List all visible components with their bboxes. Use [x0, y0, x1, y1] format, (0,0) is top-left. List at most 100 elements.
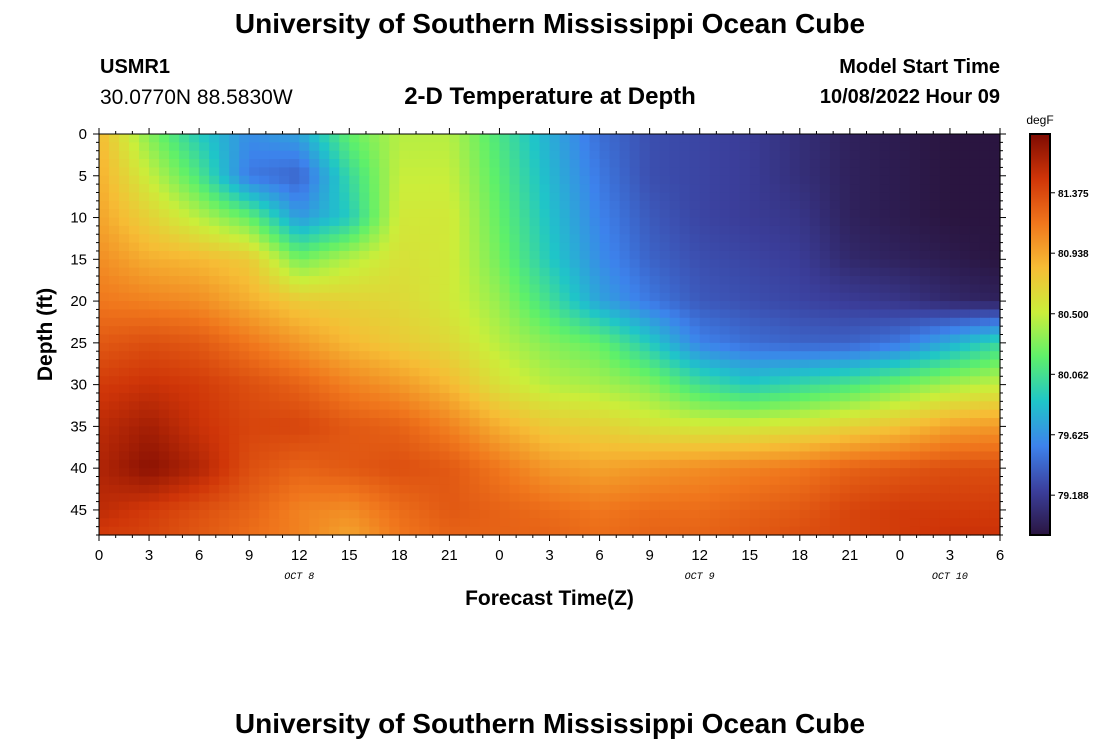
heatmap-cell	[599, 217, 611, 227]
heatmap-cell	[189, 284, 200, 294]
heatmap-cell	[839, 175, 851, 185]
heatmap-cell	[649, 451, 661, 461]
heatmap-cell	[209, 409, 220, 419]
heatmap-cell	[449, 518, 460, 528]
heatmap-cell	[309, 184, 320, 194]
heatmap-cell	[549, 526, 561, 536]
heatmap-cell	[449, 200, 460, 210]
heatmap-cell	[569, 259, 581, 269]
heatmap-cell	[879, 292, 891, 302]
heatmap-cell	[949, 250, 961, 260]
heatmap-cell	[969, 225, 981, 235]
heatmap-cell	[189, 209, 200, 219]
heatmap-cell	[689, 276, 701, 285]
heatmap-cell	[269, 200, 280, 210]
heatmap-cell	[639, 292, 651, 302]
heatmap-cell	[509, 225, 521, 235]
heatmap-cell	[639, 409, 651, 419]
heatmap-cell	[709, 518, 721, 528]
heatmap-cell	[609, 184, 621, 194]
heatmap-cell	[789, 493, 801, 503]
heatmap-cell	[739, 367, 751, 377]
heatmap-cell	[579, 434, 591, 444]
heatmap-cell	[669, 192, 681, 202]
heatmap-cell	[509, 209, 521, 219]
heatmap-cell	[849, 501, 861, 511]
heatmap-cell	[519, 250, 531, 260]
heatmap-cell	[519, 401, 531, 411]
heatmap-cell	[369, 167, 380, 177]
heatmap-cell	[179, 384, 190, 394]
heatmap-cell	[139, 451, 150, 461]
heatmap-cell	[639, 459, 651, 469]
heatmap-cell	[499, 384, 511, 394]
heatmap-cell	[159, 367, 170, 377]
heatmap-cell	[529, 250, 541, 260]
heatmap-cell	[299, 242, 310, 252]
heatmap-cell	[259, 267, 270, 277]
heatmap-cell	[199, 351, 210, 361]
heatmap-cell	[459, 175, 471, 185]
heatmap-cell	[429, 276, 440, 285]
heatmap-cell	[269, 134, 280, 143]
heatmap-cell	[279, 376, 290, 386]
heatmap-cell	[279, 342, 290, 352]
heatmap-cell	[349, 451, 360, 461]
heatmap-cell	[139, 392, 150, 402]
heatmap-cell	[689, 200, 701, 210]
heatmap-cell	[259, 175, 270, 185]
heatmap-cell	[979, 242, 991, 252]
heatmap-cell	[469, 217, 481, 227]
heatmap-cell	[549, 334, 561, 344]
heatmap-cell	[349, 167, 360, 177]
heatmap-cell	[739, 326, 751, 336]
heatmap-cell	[829, 501, 841, 511]
heatmap-cell	[939, 200, 951, 210]
heatmap-cell	[259, 526, 270, 536]
heatmap-cell	[879, 367, 891, 377]
heatmap-cell	[249, 326, 260, 336]
heatmap-cell	[839, 326, 851, 336]
heatmap-cell	[339, 501, 350, 511]
heatmap-cell	[169, 476, 180, 486]
heatmap-cell	[349, 142, 360, 152]
heatmap-cell	[909, 401, 921, 411]
heatmap-cell	[719, 476, 731, 486]
heatmap-cell	[379, 225, 390, 235]
heatmap-cell	[699, 484, 711, 494]
heatmap-cell	[649, 526, 661, 536]
heatmap-cell	[499, 276, 511, 285]
heatmap-cell	[719, 175, 731, 185]
heatmap-cell	[389, 376, 400, 386]
heatmap-cell	[459, 518, 471, 528]
heatmap-cell	[839, 250, 851, 260]
heatmap-cell	[689, 326, 701, 336]
heatmap-cell	[219, 259, 230, 269]
heatmap-cell	[359, 217, 370, 227]
heatmap-cell	[219, 351, 230, 361]
heatmap-cell	[899, 434, 911, 444]
heatmap-cell	[339, 401, 350, 411]
heatmap-cell	[679, 509, 691, 519]
heatmap-cell	[539, 175, 551, 185]
heatmap-cell	[619, 317, 631, 327]
heatmap-cell	[579, 175, 591, 185]
heatmap-cell	[829, 493, 841, 503]
heatmap-cell	[449, 250, 460, 260]
heatmap-cell	[879, 175, 891, 185]
heatmap-cell	[719, 225, 731, 235]
heatmap-cell	[349, 284, 360, 294]
heatmap-cell	[599, 150, 611, 160]
heatmap-cell	[239, 526, 250, 536]
heatmap-cell	[219, 476, 230, 486]
heatmap-cell	[629, 317, 641, 327]
heatmap-cell	[819, 367, 831, 377]
heatmap-cell	[379, 459, 390, 469]
heatmap-cell	[469, 292, 481, 302]
heatmap-cell	[939, 376, 951, 386]
heatmap-cell	[329, 476, 340, 486]
heatmap-cell	[319, 326, 330, 336]
heatmap-cell	[299, 476, 310, 486]
heatmap-cell	[869, 242, 881, 252]
heatmap-cell	[479, 401, 491, 411]
